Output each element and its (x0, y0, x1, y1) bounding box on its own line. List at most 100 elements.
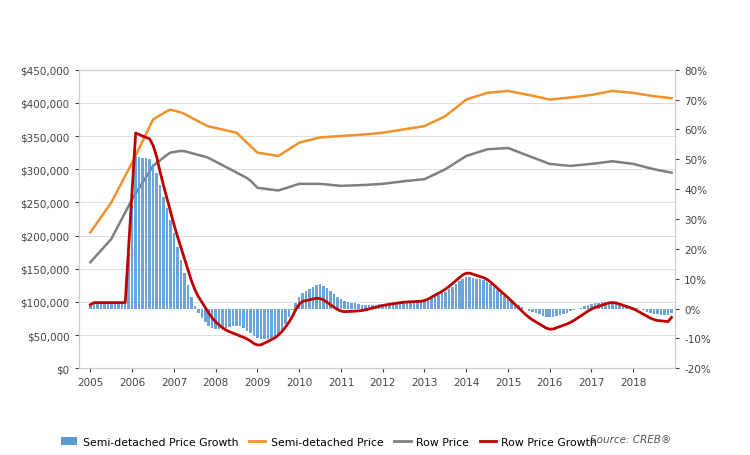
Bar (479, 280, 482, 309)
Bar (500, 293, 502, 309)
Bar (295, 303, 297, 309)
Bar (378, 305, 380, 309)
Bar (392, 303, 394, 309)
Bar (183, 273, 186, 309)
Bar (507, 299, 509, 309)
Bar (242, 309, 244, 329)
Bar (520, 307, 524, 309)
Bar (166, 209, 168, 309)
Bar (103, 303, 106, 309)
Bar (650, 309, 652, 313)
Bar (531, 309, 533, 312)
Bar (361, 305, 363, 309)
Bar (437, 295, 440, 309)
Bar (263, 309, 266, 339)
Bar (204, 309, 206, 323)
Bar (406, 302, 408, 309)
Bar (584, 307, 586, 309)
Bar (527, 309, 530, 311)
Bar (451, 287, 454, 309)
Bar (145, 159, 147, 309)
Bar (131, 205, 134, 309)
Bar (611, 302, 614, 309)
Bar (461, 279, 464, 309)
Bar (291, 309, 293, 310)
Bar (402, 302, 405, 309)
Bar (643, 309, 645, 311)
Bar (545, 309, 548, 317)
Bar (190, 298, 193, 309)
Bar (117, 303, 119, 309)
Bar (322, 286, 325, 309)
Bar (155, 173, 158, 309)
Bar (225, 309, 227, 328)
Bar (277, 309, 280, 336)
Bar (597, 303, 600, 309)
Bar (559, 309, 562, 315)
Bar (454, 284, 457, 309)
Bar (413, 301, 416, 309)
Bar (472, 278, 475, 309)
Bar (465, 278, 467, 309)
Bar (601, 303, 603, 309)
Bar (573, 309, 575, 310)
Bar (236, 309, 238, 326)
Bar (298, 297, 301, 309)
Bar (538, 309, 541, 315)
Bar (89, 305, 92, 309)
Bar (663, 309, 666, 315)
Bar (142, 158, 144, 309)
Bar (368, 305, 370, 309)
Bar (312, 287, 314, 309)
Bar (552, 309, 554, 317)
Bar (319, 284, 321, 309)
Bar (267, 309, 269, 339)
Bar (138, 158, 140, 309)
Bar (354, 304, 356, 309)
Bar (510, 301, 513, 309)
Bar (176, 247, 178, 309)
Bar (444, 292, 446, 309)
Bar (124, 303, 127, 309)
Bar (152, 164, 154, 309)
Bar (287, 309, 290, 318)
Bar (399, 303, 401, 309)
Bar (569, 309, 572, 312)
Bar (100, 303, 102, 309)
Bar (433, 297, 436, 309)
Bar (667, 309, 669, 315)
Bar (246, 309, 248, 331)
Bar (482, 281, 485, 309)
Bar (458, 282, 460, 309)
Bar (256, 309, 259, 339)
Bar (514, 303, 516, 309)
Bar (670, 309, 673, 313)
Bar (211, 309, 214, 328)
Bar (614, 303, 617, 309)
Bar (350, 303, 352, 309)
Bar (625, 305, 628, 309)
Bar (423, 300, 426, 309)
Bar (274, 309, 276, 339)
Bar (469, 277, 471, 309)
Bar (218, 309, 220, 329)
Bar (420, 301, 422, 309)
Bar (221, 309, 224, 329)
Bar (333, 295, 335, 309)
Bar (315, 285, 318, 309)
Bar (635, 308, 638, 309)
Bar (284, 309, 286, 325)
Bar (208, 309, 210, 326)
Bar (93, 303, 95, 309)
Bar (489, 285, 492, 309)
Bar (476, 279, 478, 309)
Bar (542, 309, 544, 316)
Bar (121, 303, 123, 309)
Bar (604, 303, 607, 309)
Bar (249, 309, 252, 334)
Bar (416, 301, 419, 309)
Bar (374, 305, 377, 309)
Bar (632, 307, 634, 309)
Bar (395, 303, 398, 309)
Bar (336, 298, 339, 309)
